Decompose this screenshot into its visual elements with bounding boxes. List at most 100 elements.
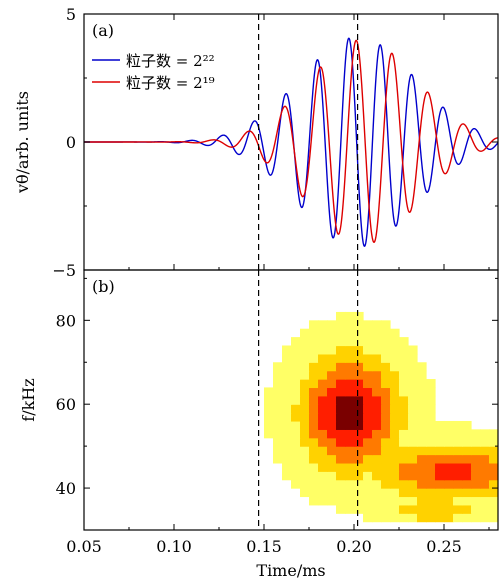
heatmap-cell bbox=[300, 404, 310, 414]
heatmap-cell bbox=[417, 504, 427, 514]
heatmap-cell bbox=[336, 454, 346, 464]
heatmap-cell bbox=[381, 337, 391, 347]
heatmap-cell bbox=[291, 353, 301, 363]
heatmap-cell bbox=[345, 504, 355, 514]
heatmap-cell bbox=[408, 454, 418, 464]
heatmap-cell bbox=[372, 395, 382, 405]
heatmap-cell bbox=[417, 462, 427, 472]
heatmap-cell bbox=[435, 462, 445, 472]
heatmap-cell bbox=[372, 404, 382, 414]
heatmap-cell bbox=[318, 479, 328, 489]
heatmap-cell bbox=[354, 504, 364, 514]
heatmap-cell bbox=[480, 462, 490, 472]
heatmap-cell bbox=[417, 412, 427, 422]
heatmap-cell bbox=[273, 387, 283, 397]
heatmap-cell bbox=[336, 387, 346, 397]
heatmap-cell bbox=[381, 429, 391, 439]
heatmap-cell bbox=[327, 454, 337, 464]
heatmap-cell bbox=[408, 513, 418, 523]
heatmap-cell bbox=[372, 345, 382, 355]
heatmap-cell bbox=[489, 488, 498, 498]
heatmap-cell bbox=[300, 370, 310, 380]
heatmap-cell bbox=[291, 471, 301, 481]
heatmap-cell bbox=[435, 437, 445, 447]
heatmap-cell bbox=[273, 404, 283, 414]
heatmap-cell bbox=[417, 479, 427, 489]
heatmap-cell bbox=[381, 362, 391, 372]
heatmap-cell bbox=[309, 337, 319, 347]
heatmap-cell bbox=[336, 462, 346, 472]
heatmap-cell bbox=[300, 462, 310, 472]
heatmap-cell bbox=[354, 488, 364, 498]
heatmap-cell bbox=[327, 379, 337, 389]
heatmap-cell bbox=[354, 496, 364, 506]
heatmap-cell bbox=[291, 362, 301, 372]
heatmap-cell bbox=[372, 462, 382, 472]
heatmap-cell bbox=[300, 437, 310, 447]
heatmap-cell bbox=[372, 496, 382, 506]
heatmap-cell bbox=[372, 437, 382, 447]
heatmap-cell bbox=[336, 328, 346, 338]
heatmap-cell bbox=[282, 370, 292, 380]
heatmap-cell bbox=[426, 462, 436, 472]
heatmap-cell bbox=[282, 404, 292, 414]
heatmap-cell bbox=[345, 429, 355, 439]
heatmap-cell bbox=[282, 429, 292, 439]
heatmap-cell bbox=[291, 379, 301, 389]
heatmap-cell bbox=[318, 412, 328, 422]
heatmap-cell bbox=[336, 362, 346, 372]
heatmap-cell bbox=[345, 454, 355, 464]
heatmap-cell bbox=[417, 404, 427, 414]
heatmap-cell bbox=[318, 446, 328, 456]
heatmap-cell bbox=[426, 488, 436, 498]
heatmap-cell bbox=[309, 404, 319, 414]
heatmap-cell bbox=[462, 504, 472, 514]
heatmap-cell bbox=[426, 420, 436, 430]
heatmap-cell bbox=[381, 454, 391, 464]
heatmap-cell bbox=[381, 437, 391, 447]
heatmap-cell bbox=[426, 379, 436, 389]
heatmap-cell bbox=[372, 429, 382, 439]
heatmap-cell bbox=[363, 496, 373, 506]
heatmap-cell bbox=[336, 479, 346, 489]
heatmap-cell bbox=[381, 387, 391, 397]
heatmap-cell bbox=[300, 479, 310, 489]
heatmap-cell bbox=[300, 454, 310, 464]
heatmap-cell bbox=[354, 328, 364, 338]
heatmap-cell bbox=[399, 420, 409, 430]
heatmap-cell bbox=[336, 379, 346, 389]
heatmap-cell bbox=[354, 462, 364, 472]
heatmap-cell bbox=[291, 437, 301, 447]
heatmap-cell bbox=[363, 337, 373, 347]
heatmap-cell bbox=[444, 429, 454, 439]
xtick-label: 0.10 bbox=[156, 537, 192, 556]
heatmap-cell bbox=[462, 454, 472, 464]
axes: −5 0 5 (a) 粒子数 = 2²² 粒子数 = 2¹⁹ vθ/arb. units 40… bbox=[13, 5, 499, 580]
heatmap-cell bbox=[462, 420, 472, 430]
heatmap-cell bbox=[408, 437, 418, 447]
heatmap-cell bbox=[426, 454, 436, 464]
heatmap-cell bbox=[273, 379, 283, 389]
heatmap-cell bbox=[408, 462, 418, 472]
heatmap-cell bbox=[399, 337, 409, 347]
heatmap-cell bbox=[444, 496, 454, 506]
heatmap-cell bbox=[291, 429, 301, 439]
heatmap-cell bbox=[363, 395, 373, 405]
heatmap-cell bbox=[291, 395, 301, 405]
heatmap-cell bbox=[471, 454, 481, 464]
heatmap-cell bbox=[363, 362, 373, 372]
heatmap-cell bbox=[309, 420, 319, 430]
ytick-label-a: 0 bbox=[66, 133, 76, 152]
panel-b bbox=[258, 270, 498, 530]
heatmap-cell bbox=[417, 513, 427, 523]
heatmap-cell bbox=[444, 462, 454, 472]
heatmap-cell bbox=[372, 420, 382, 430]
heatmap-cell bbox=[363, 328, 373, 338]
heatmap-cell bbox=[390, 328, 400, 338]
heatmap-cell bbox=[381, 513, 391, 523]
heatmap-cell bbox=[390, 370, 400, 380]
heatmap-cell bbox=[300, 345, 310, 355]
heatmap-cell bbox=[273, 362, 283, 372]
heatmap-cell bbox=[327, 370, 337, 380]
heatmap-cell bbox=[426, 429, 436, 439]
